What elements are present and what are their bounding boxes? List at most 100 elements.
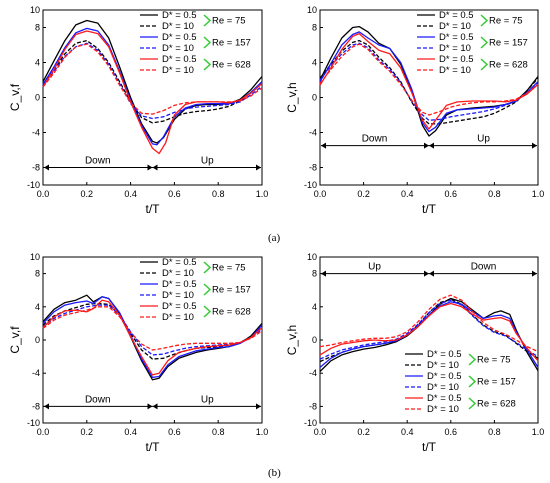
y-tick-label: -4 xyxy=(32,128,40,138)
legend-label: D* = 10 xyxy=(162,268,194,279)
y-tick-label: 8 xyxy=(35,23,40,33)
annotation-label: Up xyxy=(477,134,490,145)
legend-bracket xyxy=(480,36,489,49)
x-tick-label: 0.4 xyxy=(124,427,137,437)
legend-label: D* = 10 xyxy=(162,65,194,76)
arrow-head xyxy=(152,164,158,171)
arrow-head xyxy=(429,142,434,149)
x-tick-label: 0.8 xyxy=(488,427,501,437)
series-line xyxy=(42,39,263,124)
y-axis-label: C_v,f xyxy=(8,83,22,111)
arrow-head xyxy=(256,164,261,171)
series-line xyxy=(319,297,539,372)
legend-group-label: Re = 157 xyxy=(212,285,251,296)
x-tick-label: 0.6 xyxy=(168,189,181,199)
legend-label: D* = 0.5 xyxy=(439,32,474,43)
legend-label: D* = 0.5 xyxy=(162,32,197,43)
panel-label-b: (b) xyxy=(268,467,281,479)
legend-group-label: Re = 157 xyxy=(212,38,251,49)
legend-bracket xyxy=(203,36,212,49)
legend-label: D* = 10 xyxy=(439,43,471,54)
legend-bracket xyxy=(203,58,212,71)
legend-label: D* = 10 xyxy=(162,290,194,301)
y-axis-label: C_v,h xyxy=(285,82,299,112)
arrow-head xyxy=(424,142,429,149)
y-tick-label: 0 xyxy=(312,335,317,345)
y-tick-label: 10 xyxy=(30,5,40,15)
y-tick-label: 8 xyxy=(312,23,317,33)
arrow-head xyxy=(256,403,261,410)
legend-group-label: Re = 157 xyxy=(477,377,516,388)
y-tick-label: 0 xyxy=(312,93,317,103)
y-tick-label: -10 xyxy=(304,418,317,428)
plot-frame-2 xyxy=(42,256,263,424)
arrow-head xyxy=(321,270,326,277)
y-tick-label: 4 xyxy=(312,302,317,312)
legend-group-label: Re = 75 xyxy=(212,16,246,27)
series-line xyxy=(42,306,263,351)
legend-bracket xyxy=(203,305,212,318)
arrow-head xyxy=(429,270,434,277)
arrow-head xyxy=(147,403,153,410)
series-line xyxy=(319,39,539,125)
annotation-label: Up xyxy=(368,262,381,273)
arrow-head xyxy=(532,270,537,277)
annotation-label: Down xyxy=(85,156,111,167)
arrow-head xyxy=(532,142,537,149)
y-tick-label: 10 xyxy=(30,252,40,262)
legend-label: D* = 0.5 xyxy=(439,10,474,21)
x-tick-label: 0.8 xyxy=(212,189,225,199)
y-tick-label: 8 xyxy=(35,269,40,279)
legend-label: D* = 10 xyxy=(427,360,459,371)
series-line xyxy=(319,294,539,353)
x-tick-label: 0.0 xyxy=(314,189,327,199)
legend-label: D* = 0.5 xyxy=(162,10,197,21)
x-tick-label: 1.0 xyxy=(532,427,545,437)
y-tick-label: -10 xyxy=(27,418,40,428)
annotation-label: Down xyxy=(85,394,111,405)
y-axis-label: C_v,f xyxy=(8,326,22,354)
y-tick-label: 4 xyxy=(35,58,40,68)
legend-group-label: Re = 157 xyxy=(489,38,528,49)
series-line xyxy=(42,30,263,155)
series-line xyxy=(319,299,539,360)
y-tick-label: 10 xyxy=(307,5,317,15)
x-tick-label: 0.8 xyxy=(488,189,501,199)
legend-label: D* = 0.5 xyxy=(427,349,462,360)
x-tick-label: 0.8 xyxy=(212,427,225,437)
y-axis-label: C_v,h xyxy=(285,325,299,355)
arrow-head xyxy=(147,164,153,171)
x-axis-label: t/T xyxy=(146,440,161,454)
x-tick-label: 0.0 xyxy=(314,427,327,437)
series-line xyxy=(319,42,539,121)
y-tick-label: -4 xyxy=(32,368,40,378)
legend-bracket xyxy=(203,261,212,274)
x-tick-label: 0.2 xyxy=(81,427,94,437)
y-tick-label: 10 xyxy=(307,252,317,262)
annotation-label: Up xyxy=(201,156,214,167)
legend-group-label: Re = 75 xyxy=(477,355,511,366)
legend-label: D* = 10 xyxy=(427,382,459,393)
legend-group-label: Re = 628 xyxy=(477,399,516,410)
y-tick-label: -8 xyxy=(309,163,317,173)
series-line xyxy=(42,42,263,120)
legend-bracket xyxy=(480,14,489,27)
y-tick-label: 0 xyxy=(35,93,40,103)
legend-label: D* = 10 xyxy=(439,21,471,32)
x-tick-label: 0.4 xyxy=(124,189,137,199)
arrow-head xyxy=(44,403,49,410)
y-tick-label: -8 xyxy=(32,163,40,173)
series-line xyxy=(42,296,263,379)
legend-bracket xyxy=(480,58,489,71)
x-tick-label: 0.0 xyxy=(37,189,50,199)
x-tick-label: 0.6 xyxy=(168,427,181,437)
y-tick-label: -8 xyxy=(309,401,317,411)
series-line xyxy=(42,304,263,356)
legend-bracket xyxy=(468,397,477,410)
arrow-head xyxy=(152,403,158,410)
y-tick-label: 4 xyxy=(35,302,40,312)
series-line xyxy=(319,31,539,133)
series-line xyxy=(42,27,263,146)
plot-frame-0 xyxy=(42,9,263,186)
